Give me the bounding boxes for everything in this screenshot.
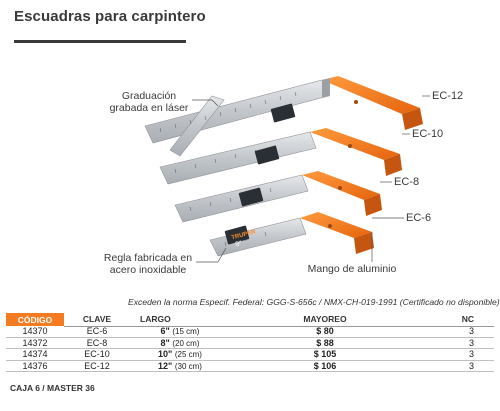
cell-clave: EC-12: [84, 360, 110, 371]
cell-mayoreo: $ 80: [316, 326, 334, 337]
model-label-ec-6: EC-6: [406, 212, 432, 224]
cell-largo-in: 10": [158, 349, 173, 360]
table-row: 14372 EC-8 8" (20 cm) $ 88 3: [6, 337, 494, 349]
header-nc: NC: [461, 314, 474, 324]
cell-largo-cm: (15 cm): [172, 327, 200, 337]
squares-illustration: TRUPER 9": [144, 76, 430, 263]
cell-nc: 3: [468, 326, 474, 337]
header-codigo: CÓDIGO: [6, 314, 64, 325]
cell-largo: 12" (30 cm): [130, 361, 230, 371]
callout-regla-line2: acero inoxidable: [109, 264, 187, 276]
cell-clave: EC-6: [86, 326, 108, 337]
cell-largo-cm: (25 cm): [174, 350, 202, 360]
norm-note: Exceden la norma Especif. Federal: GGG-S…: [128, 297, 500, 307]
callout-graduacion-line1: Graduación: [121, 90, 177, 102]
table-header: CÓDIGO CLAVE LARGO MAYOREO NC: [6, 312, 494, 327]
cell-codigo: 14372: [22, 337, 48, 348]
cell-mayoreo: $ 88: [316, 337, 334, 348]
table-row: 14376 EC-12 12" (30 cm) $ 106 3: [6, 360, 494, 372]
cell-largo: 10" (25 cm): [130, 349, 230, 359]
callout-mango: Mango de aluminio: [307, 263, 397, 275]
caja-master: CAJA 6 / MASTER 36: [10, 383, 95, 393]
cell-mayoreo: $ 105: [313, 349, 337, 360]
cell-largo-cm: (20 cm): [172, 338, 200, 348]
header-mayoreo: MAYOREO: [303, 314, 347, 324]
cell-nc: 3: [468, 337, 474, 348]
cell-nc: 3: [468, 349, 474, 360]
callout-regla-line1: Regla fabricada en: [103, 252, 193, 264]
header-largo: LARGO: [140, 314, 171, 324]
table-row: 14374 EC-10 10" (25 cm) $ 105 3: [6, 349, 494, 361]
cell-largo-in: 8": [160, 337, 170, 348]
price-table: CÓDIGO CLAVE LARGO MAYOREO NC 14370 EC-6…: [6, 312, 494, 372]
table-row: 14370 EC-6 6" (15 cm) $ 80 3: [6, 326, 494, 338]
model-label-ec-12: EC-12: [432, 90, 464, 102]
callout-graduacion: Graduación grabada en láser: [104, 90, 194, 114]
model-label-ec-8: EC-8: [394, 176, 420, 188]
cell-codigo: 14376: [22, 360, 48, 371]
cell-largo-in: 6": [160, 326, 170, 337]
brand-plates: [224, 103, 296, 245]
callout-regla: Regla fabricada en acero inoxidable: [98, 252, 198, 276]
cell-codigo: 14370: [22, 326, 48, 337]
callout-graduacion-line2: grabada en láser: [109, 102, 189, 114]
title-underline: [14, 40, 186, 43]
model-label-ec-10: EC-10: [412, 128, 444, 140]
cell-mayoreo: $ 106: [313, 360, 337, 371]
page-title: Escuadras para carpintero: [14, 8, 206, 25]
cell-clave: EC-8: [86, 337, 108, 348]
cell-largo-cm: (30 cm): [174, 361, 202, 371]
header-clave: CLAVE: [82, 314, 112, 324]
square-ec-10: [159, 128, 402, 185]
cell-codigo: 14374: [22, 349, 48, 360]
cell-largo: 6" (15 cm): [130, 326, 230, 336]
square-ec-6: [209, 212, 374, 257]
cell-nc: 3: [468, 360, 474, 371]
cell-largo: 8" (20 cm): [130, 338, 230, 348]
square-ec-8: [174, 171, 382, 223]
handle-size-text: 9": [235, 240, 243, 249]
cell-largo-in: 12": [158, 360, 173, 371]
cell-clave: EC-10: [84, 349, 110, 360]
